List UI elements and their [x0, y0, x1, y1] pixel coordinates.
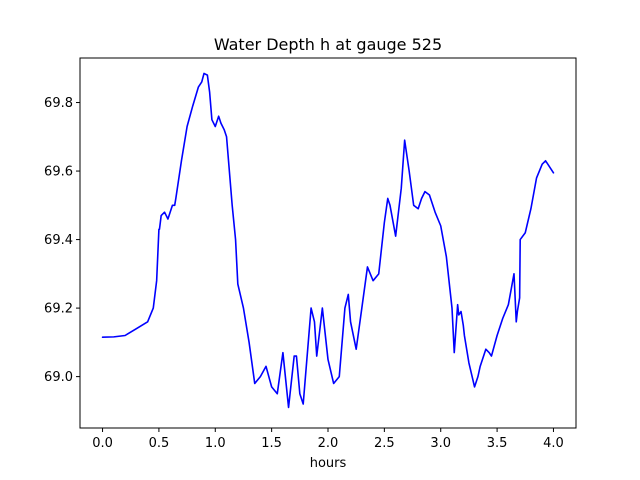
x-tick-label: 3.0 — [430, 436, 451, 451]
series-line-0 — [101, 72, 555, 409]
x-axis-label: hours — [310, 456, 347, 471]
x-tick-label: 4.0 — [543, 436, 564, 451]
x-tick-label: 0.0 — [92, 436, 113, 451]
y-tick-label: 69.0 — [44, 370, 73, 385]
y-tick-label: 69.6 — [44, 165, 73, 180]
y-tick-label: 69.8 — [44, 96, 73, 111]
x-axis: 0.0 0.5 1.0 1.5 2.0 2.5 3.0 3.5 4.0 — [92, 428, 564, 451]
x-tick-label: 0.5 — [149, 436, 170, 451]
x-tick-label: 1.5 — [261, 436, 282, 451]
x-tick-label: 3.5 — [487, 436, 508, 451]
x-tick-label: 2.0 — [318, 436, 339, 451]
x-tick-label: 1.0 — [205, 436, 226, 451]
x-tick-label: 2.5 — [374, 436, 395, 451]
chart-title: Water Depth h at gauge 525 — [214, 35, 442, 54]
y-tick-label: 69.2 — [44, 302, 73, 317]
y-tick-label: 69.4 — [44, 233, 73, 248]
y-axis: 69.0 69.2 69.4 69.6 69.8 — [44, 96, 80, 385]
